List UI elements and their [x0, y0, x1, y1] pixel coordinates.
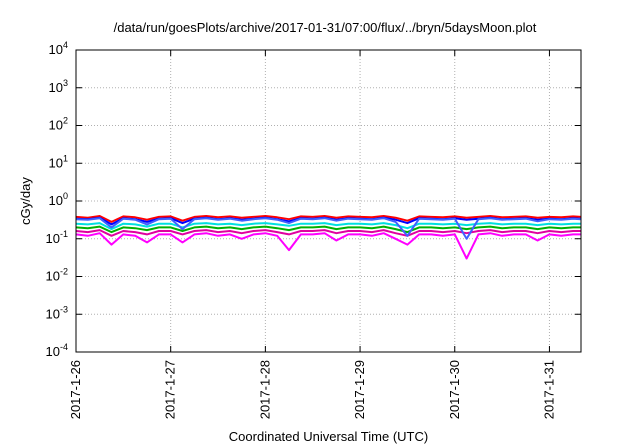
y-tick-label: 10-4	[46, 342, 68, 359]
y-tick-exponent: 1	[63, 153, 68, 163]
series-line-6	[75, 232, 581, 260]
y-tick-exponent: -3	[60, 304, 68, 314]
y-tick-exponent: -4	[60, 342, 68, 352]
grid	[75, 50, 581, 352]
y-tick-exponent: 2	[63, 116, 68, 126]
series-line-3	[75, 222, 581, 231]
x-tick-label: 2017-1-29	[352, 360, 367, 419]
x-tick-label: 2017-1-31	[541, 360, 556, 419]
y-tick-label: 101	[49, 153, 68, 170]
y-tick-exponent: -2	[60, 267, 68, 277]
chart-title: /data/run/goesPlots/archive/2017-01-31/0…	[114, 20, 537, 35]
series-line-1	[75, 215, 582, 223]
series-line-7	[75, 217, 582, 240]
y-tick-exponent: 3	[63, 78, 68, 88]
y-tick-label: 103	[49, 78, 68, 95]
x-tick-label: 2017-1-27	[163, 360, 178, 419]
x-axis: 2017-1-26 2017-1-27 2017-1-28 2017-1-29 2017…	[68, 50, 556, 419]
y-tick-exponent: 4	[63, 40, 68, 50]
y-tick-label: 100	[49, 191, 68, 208]
x-tick-label: 2017-1-30	[447, 360, 462, 419]
series-line-4	[75, 225, 581, 234]
series-line-5	[75, 229, 581, 237]
series-layer	[75, 215, 582, 260]
y-tick-label: 104	[49, 40, 68, 57]
y-tick-label: 102	[49, 116, 68, 133]
x-tick-label: 2017-1-28	[257, 360, 272, 419]
y-tick-label: 10-1	[46, 229, 68, 246]
y-tick-exponent: -1	[60, 229, 68, 239]
y-tick-label: 10-3	[46, 304, 68, 321]
y-axis-label: cGy/day	[18, 177, 33, 225]
x-axis-label: Coordinated Universal Time (UTC)	[229, 429, 428, 444]
y-tick-exponent: 0	[63, 191, 68, 201]
y-tick-label: 10-2	[46, 267, 68, 284]
x-tick-label: 2017-1-26	[68, 360, 83, 419]
